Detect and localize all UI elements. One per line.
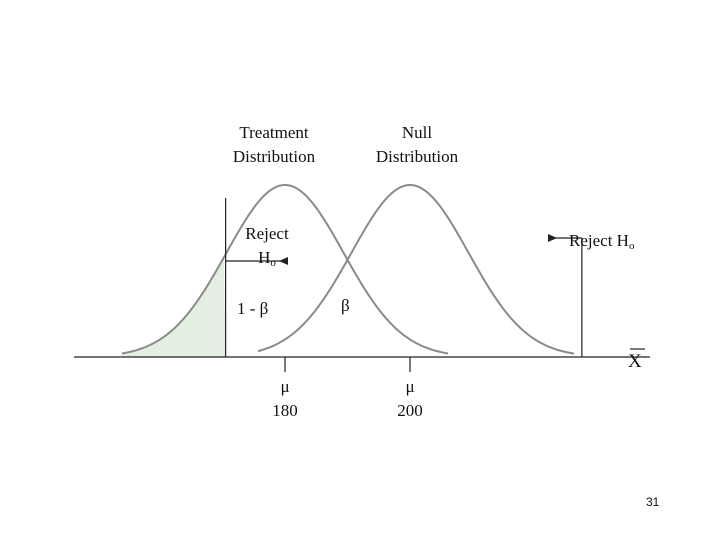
mu-180-label: μ 180 (272, 377, 298, 420)
treatment-curve (121, 184, 449, 355)
reject-right-arrowhead (548, 234, 557, 242)
reject-left-label: Reject Ho (245, 224, 289, 269)
xbar-label: X (628, 351, 642, 372)
power-region (122, 257, 226, 357)
power-label: 1 - β (237, 299, 269, 318)
null-curve (257, 183, 575, 355)
mu-200-label: μ 200 (397, 377, 423, 420)
reject-right-label: Reject Ho (569, 231, 635, 252)
page-number: 31 (646, 495, 660, 509)
null-distribution-label: Null Distribution (375, 123, 459, 166)
reject-left-arrowhead (279, 257, 288, 265)
treatment-distribution-label: Treatment Distribution (232, 123, 316, 166)
beta-label: β (341, 296, 350, 315)
